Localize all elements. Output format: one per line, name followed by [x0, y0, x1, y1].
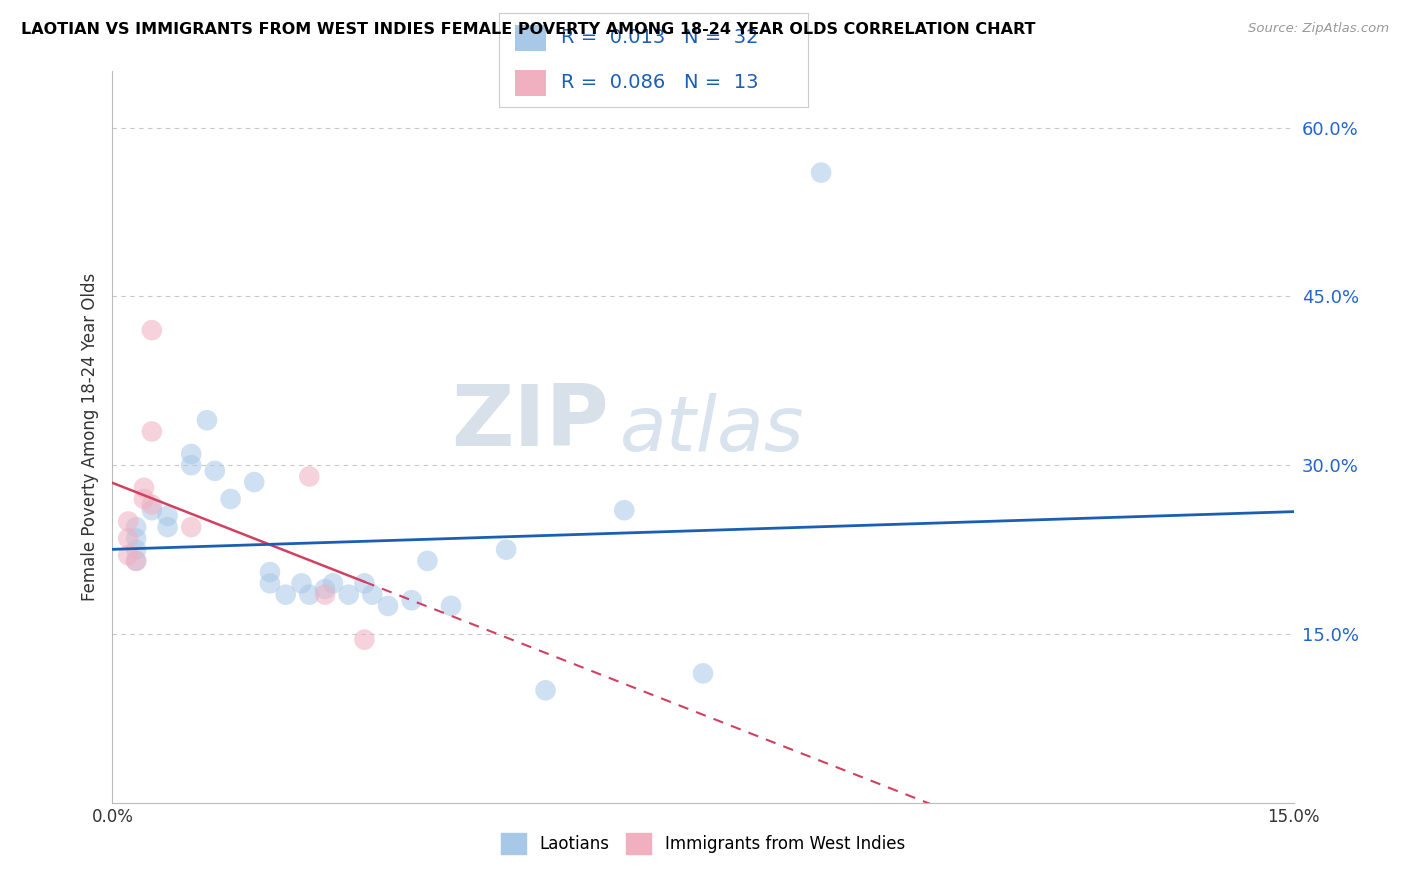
Text: Source: ZipAtlas.com: Source: ZipAtlas.com	[1249, 22, 1389, 36]
Point	[180, 520, 202, 534]
Point	[401, 593, 423, 607]
Point	[290, 576, 312, 591]
Text: LAOTIAN VS IMMIGRANTS FROM WEST INDIES FEMALE POVERTY AMONG 18-24 YEAR OLDS CORR: LAOTIAN VS IMMIGRANTS FROM WEST INDIES F…	[21, 22, 1036, 37]
Text: R =  0.086   N =  13: R = 0.086 N = 13	[561, 73, 758, 92]
Y-axis label: Female Poverty Among 18-24 Year Olds: Female Poverty Among 18-24 Year Olds	[80, 273, 98, 601]
Point	[243, 475, 266, 489]
Text: R =  0.013   N =  32: R = 0.013 N = 32	[561, 28, 758, 46]
Point	[613, 503, 636, 517]
Point	[534, 683, 557, 698]
Point	[361, 588, 384, 602]
Point	[692, 666, 714, 681]
Point	[125, 554, 148, 568]
Point	[117, 515, 139, 529]
Point	[440, 599, 463, 613]
Text: atlas: atlas	[620, 392, 804, 467]
Point	[125, 542, 148, 557]
Point	[195, 413, 218, 427]
Point	[141, 425, 163, 439]
FancyBboxPatch shape	[515, 25, 546, 51]
Text: ZIP: ZIP	[451, 381, 609, 464]
Point	[274, 588, 297, 602]
Point	[141, 323, 163, 337]
Point	[141, 498, 163, 512]
Point	[156, 508, 179, 523]
Point	[117, 532, 139, 546]
Legend: Laotians, Immigrants from West Indies: Laotians, Immigrants from West Indies	[495, 827, 911, 860]
Point	[259, 576, 281, 591]
Point	[337, 588, 360, 602]
Point	[298, 469, 321, 483]
Point	[298, 588, 321, 602]
Point	[353, 632, 375, 647]
Point	[204, 464, 226, 478]
Point	[132, 481, 155, 495]
Point	[259, 565, 281, 579]
Point	[125, 532, 148, 546]
Point	[180, 447, 202, 461]
Point	[219, 491, 242, 506]
Point	[180, 458, 202, 473]
Point	[132, 491, 155, 506]
Point	[416, 554, 439, 568]
Point	[314, 582, 336, 596]
Point	[495, 542, 517, 557]
Point	[156, 520, 179, 534]
Point	[322, 576, 344, 591]
Point	[377, 599, 399, 613]
Point	[810, 166, 832, 180]
Point	[117, 548, 139, 562]
Point	[314, 588, 336, 602]
Point	[125, 554, 148, 568]
FancyBboxPatch shape	[515, 70, 546, 95]
Point	[141, 503, 163, 517]
Point	[353, 576, 375, 591]
Point	[125, 520, 148, 534]
